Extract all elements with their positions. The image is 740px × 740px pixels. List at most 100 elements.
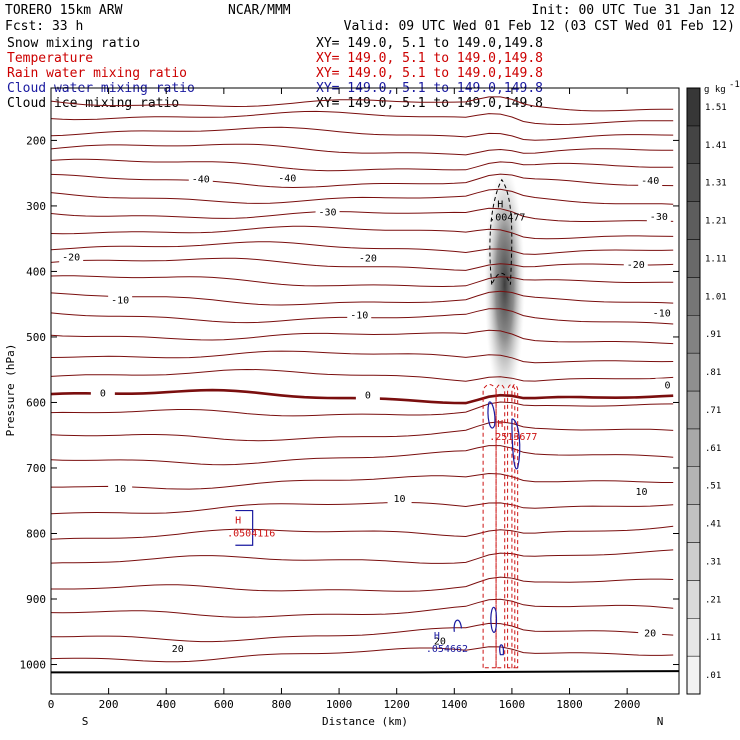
x-tick-label: 0 [48, 698, 55, 711]
endpoint-right: N [657, 715, 664, 728]
maximum-value-label: .00477 [489, 213, 525, 224]
isotherm-label: 20 [434, 637, 446, 648]
colorbar-level-label: .01 [705, 671, 721, 681]
isotherm-label-bg [59, 250, 84, 263]
colorbar-swatch [686, 87, 701, 127]
colorbar-swatch [686, 390, 701, 430]
init-time: Init: 00 UTC Tue 31 Jan 12 [532, 3, 736, 18]
y-tick-label: 400 [26, 265, 46, 278]
isotherm-line [51, 188, 674, 205]
maximum-value-label: .054662 [426, 644, 468, 655]
isotherm-label: -40 [192, 175, 210, 186]
isotherm-line [51, 549, 674, 564]
x-tick-label: 1600 [499, 698, 526, 711]
colorbar-level-label: .51 [705, 482, 721, 492]
isotherm-label: -40 [641, 176, 659, 187]
header: TORERO 15km ARW NCAR/MMM Init: 00 UTC Tu… [5, 3, 735, 111]
isotherm-line [51, 598, 674, 618]
isotherm-line [51, 329, 674, 345]
isotherm-label-bg [638, 626, 663, 639]
ground-surface-line [51, 670, 680, 674]
colorbar-swatch [686, 655, 701, 695]
cloud-water-contour [499, 644, 505, 656]
isotherm-label-bg [355, 251, 380, 264]
y-tick-label: 900 [26, 593, 46, 606]
colorbar-unit: g kg [704, 85, 726, 95]
cloud-water-contour [235, 509, 254, 546]
isotherm-label: -10 [111, 295, 129, 306]
model-title: TORERO 15km ARW [5, 3, 123, 18]
maximum-marker: H [235, 515, 241, 526]
endpoint-left: S [82, 715, 89, 728]
x-tick-label: 1800 [556, 698, 583, 711]
colorbar-swatch [686, 125, 701, 164]
forecast-hour: Fcst: 33 h [5, 19, 83, 34]
maximum-marker: H [497, 419, 503, 430]
isotherm-label-bg [355, 388, 380, 401]
isotherm-line [51, 96, 674, 112]
plot-frame [50, 87, 680, 695]
isotherm-label-bg [623, 257, 648, 270]
isotherm-line [51, 576, 674, 592]
isotherm-label: -20 [627, 260, 645, 271]
y-tick-label: 300 [26, 200, 46, 213]
y-tick-label: 800 [26, 527, 46, 540]
colorbar-swatch [686, 542, 701, 581]
snow-mixing-ratio-shading [484, 164, 525, 405]
plot-content [51, 96, 674, 669]
isotherm-label: 0 [365, 390, 371, 401]
isotherm-label-bg [347, 308, 372, 321]
isotherm-line [51, 368, 674, 382]
isotherm-label: -30 [319, 207, 337, 218]
rain-mixing-ratio-contour [511, 383, 519, 669]
center-title: NCAR/MMM [228, 3, 291, 18]
colorbar-level-label: 1.41 [705, 141, 727, 151]
isotherm-line [51, 126, 674, 141]
plot-area: -40 -40 -40 -30 -30 -20 -20 -20 -10 -10 -10 0 0 0 10 10… [20, 87, 727, 711]
rain-mixing-ratio-contour [482, 383, 497, 669]
field-rain-xy: XY= 149.0, 5.1 to 149.0,149.8 [316, 66, 543, 81]
colorbar-level-label: 1.51 [705, 103, 727, 113]
isotherm-line [51, 290, 674, 306]
y-tick-label: 600 [26, 396, 46, 409]
colorbar-level-label: 1.11 [705, 254, 727, 264]
isotherm-label-bg [188, 172, 213, 185]
colorbar-swatch [686, 239, 701, 278]
isotherm-line [51, 502, 674, 515]
isotherm-label: -20 [62, 253, 80, 264]
isotherm-label-bg [315, 205, 340, 218]
colorbar-swatch [686, 466, 701, 505]
field-ice-name: Cloud ice mixing ratio [7, 96, 179, 111]
colorbar-level-label: .61 [705, 444, 721, 454]
maximum-marker: H [497, 200, 503, 211]
isotherm-label-bg [387, 491, 412, 504]
isotherm-line [51, 241, 674, 255]
isotherm-label: -10 [653, 308, 671, 319]
isotherm-label: 20 [172, 644, 184, 655]
cloud-water-contour [490, 606, 498, 633]
x-axis-label: Distance (km) [322, 715, 408, 728]
colorbar-level-label: .41 [705, 520, 721, 530]
x-tick-label: 400 [156, 698, 176, 711]
x-tick-label: 200 [99, 698, 119, 711]
colorbar-level-label: 1.01 [705, 292, 727, 302]
maximum-value-label: .2513677 [489, 432, 537, 443]
isotherm-label: 10 [636, 487, 648, 498]
colorbar-level-label: .11 [705, 633, 721, 643]
valid-time: Valid: 09 UTC Wed 01 Feb 12 (03 CST Wed … [344, 19, 735, 34]
isotherm-label-bg [108, 481, 133, 494]
colorbar-level-label: 1.31 [705, 179, 727, 189]
isotherm-line [51, 622, 674, 643]
maximum-marker: H [434, 631, 440, 642]
isotherm-label-bg [629, 485, 654, 498]
isotherm-label: 10 [394, 494, 406, 505]
isotherm-label-bg [90, 386, 115, 399]
isotherm-line [51, 525, 674, 540]
x-tick-label: 1000 [326, 698, 353, 711]
colorbar-swatch [686, 428, 701, 467]
colorbar-swatch [686, 618, 701, 657]
x-tick-label: 800 [272, 698, 292, 711]
isotherm-line [51, 421, 674, 442]
field-ice-xy: XY= 149.0, 5.1 to 149.0,149.8 [316, 96, 543, 111]
